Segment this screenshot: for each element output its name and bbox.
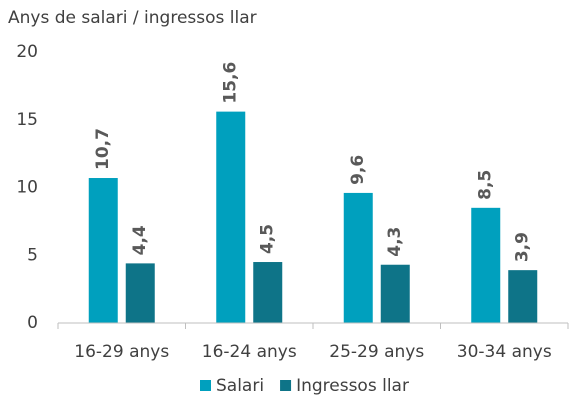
bar <box>88 178 118 323</box>
data-label: 9,6 <box>348 155 368 185</box>
bar <box>471 207 501 323</box>
bar <box>216 111 246 324</box>
legend-label: Salari <box>216 376 264 396</box>
data-label: 4,3 <box>385 227 405 257</box>
x-tick-label: 16-24 anys <box>202 342 297 362</box>
y-tick-label: 20 <box>16 42 38 62</box>
legend-swatch <box>200 380 211 391</box>
data-label: 8,5 <box>476 170 496 200</box>
y-axis-label: Anys de salari / ingressos llar <box>8 8 257 28</box>
data-label: 4,4 <box>130 225 150 255</box>
bar <box>380 264 410 323</box>
y-tick-label: 15 <box>16 110 38 130</box>
data-label: 4,5 <box>258 224 278 254</box>
bar <box>125 263 155 323</box>
data-label: 15,6 <box>221 62 241 104</box>
bar <box>343 192 373 323</box>
x-tick-label: 16-29 anys <box>74 342 169 362</box>
y-tick-label: 10 <box>16 178 38 198</box>
legend-label: Ingressos llar <box>296 376 409 396</box>
y-tick-label: 0 <box>27 313 38 333</box>
bar <box>508 270 538 323</box>
data-label: 10,7 <box>93 128 113 170</box>
data-label: 3,9 <box>513 232 533 262</box>
legend-swatch <box>280 380 292 391</box>
y-tick-label: 5 <box>27 245 38 265</box>
x-tick-label: 30-34 anys <box>457 342 552 362</box>
x-tick-label: 25-29 anys <box>329 342 424 362</box>
bar <box>253 262 283 323</box>
